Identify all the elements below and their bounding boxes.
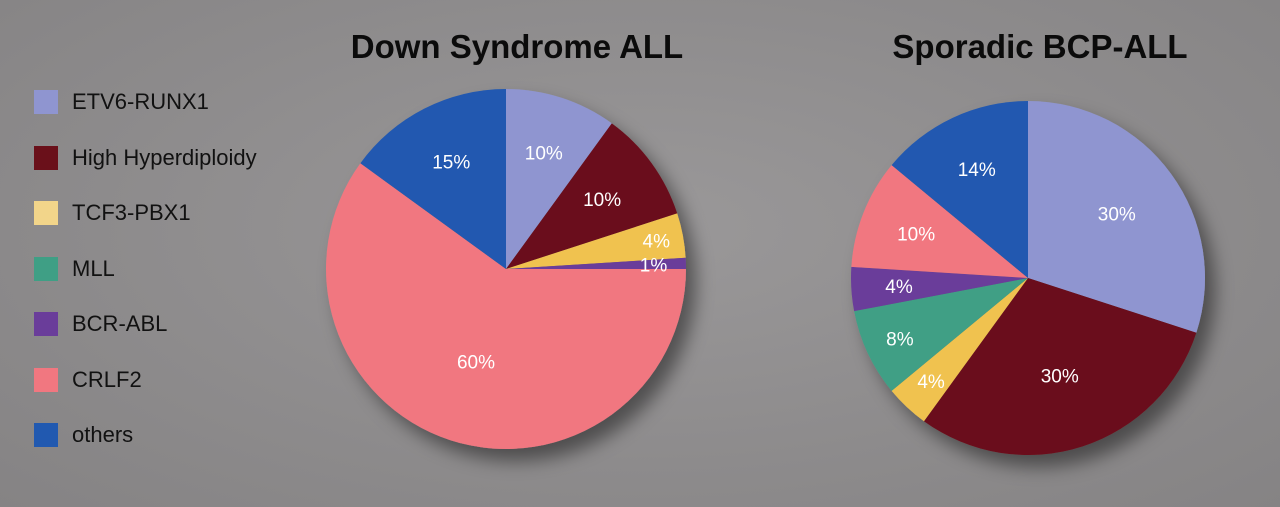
legend-item-others: others: [34, 421, 133, 449]
labels-sporadic: 30% 30% 4% 8% 4% 10% 14%: [885, 160, 1136, 393]
pie-slice-bcr-abl: [506, 257, 686, 269]
slice-value-label: 1%: [640, 255, 668, 276]
pie-slice-others: [360, 89, 506, 269]
legend-swatch: [34, 423, 58, 447]
legend-item-high-hyperdiploidy: High Hyperdiploidy: [34, 144, 257, 172]
legend-label: High Hyperdiploidy: [72, 144, 257, 170]
legend-swatch: [34, 201, 58, 225]
slice-value-label: 8%: [886, 329, 914, 350]
slice-value-label: 10%: [583, 190, 621, 211]
slice-value-label: 10%: [897, 225, 935, 246]
legend-swatch: [34, 312, 58, 336]
pie-slice-tcf3-pbx1: [506, 213, 686, 269]
slice-value-label: 15%: [432, 153, 470, 174]
pie-slice-high-hyperdiploidy: [506, 123, 678, 269]
slice-value-label: 60%: [457, 352, 495, 373]
legend-swatch: [34, 145, 58, 170]
slice-value-label: 30%: [1041, 367, 1079, 388]
pie-down-syndrome: [326, 89, 686, 449]
slice-value-label: 4%: [643, 231, 671, 252]
legend-item-crlf2: CRLF2: [34, 366, 142, 394]
legend-item-bcr-abl: BCR-ABL: [34, 310, 167, 338]
legend-label: MLL: [72, 255, 115, 281]
pie-slice-crlf2: [326, 163, 686, 449]
legend-label: TCF3-PBX1: [72, 200, 191, 225]
chart-title-down-syndrome: Down Syndrome ALL: [350, 28, 684, 65]
slice-value-label: 14%: [958, 160, 996, 181]
pie-slice-bcr-abl: [851, 266, 1028, 312]
pie-sporadic: [851, 101, 1205, 456]
legend-item-mll: MLL: [34, 255, 115, 283]
legend-item-etv6-runx1: ETV6-RUNX1: [34, 88, 209, 116]
legend-label: ETV6-RUNX1: [72, 89, 209, 114]
pie-slice-etv6-runx1: [506, 89, 612, 269]
legend-swatch: [34, 256, 58, 281]
legend-label: BCR-ABL: [72, 311, 168, 336]
pie-slice-tcf3-pbx1: [891, 278, 1028, 422]
slice-value-label: 10%: [525, 144, 563, 165]
legend-swatch: [34, 90, 58, 114]
legend-swatch: [34, 367, 58, 392]
chart-title-sporadic: Sporadic BCP-ALL: [892, 28, 1188, 65]
labels-down-syndrome: 10% 10% 4% 1% 60% 15%: [432, 144, 670, 374]
slice-value-label: 4%: [917, 372, 945, 393]
pie-slice-high-hyperdiploidy: [923, 278, 1197, 456]
slice-value-label: 30%: [1098, 204, 1136, 225]
legend-label: CRLF2: [72, 366, 142, 392]
legend-label: others: [72, 422, 134, 447]
pie-slice-others: [891, 101, 1028, 278]
legend-item-tcf3-pbx1: TCF3-PBX1: [34, 199, 191, 227]
pie-slice-etv6-runx1: [1028, 101, 1205, 333]
pie-slice-mll: [854, 278, 1028, 391]
slice-value-label: 4%: [885, 277, 913, 298]
pie-slice-crlf2: [851, 165, 1028, 278]
